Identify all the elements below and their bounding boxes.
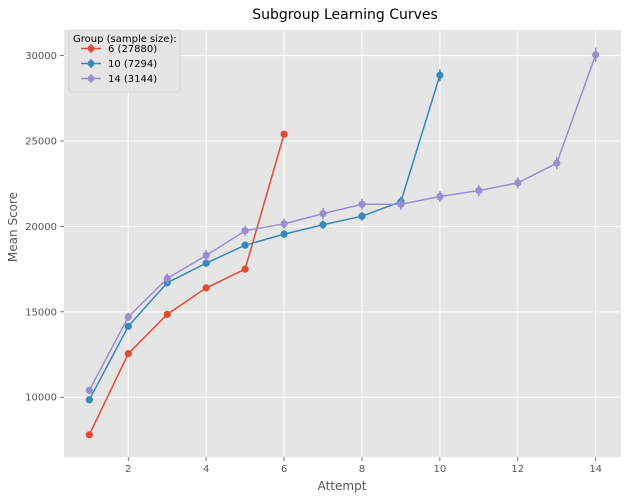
legend-label: 6 (27880) <box>108 44 157 55</box>
x-tick-label: 6 <box>281 464 287 475</box>
data-point <box>124 350 132 358</box>
data-point <box>202 259 210 267</box>
series-line <box>88 133 285 436</box>
legend-item-2: 14 (3144) <box>81 74 157 85</box>
y-tick-label: 10000 <box>25 393 57 404</box>
data-point <box>280 130 288 138</box>
legend-label: 14 (3144) <box>108 74 157 85</box>
legend-label: 10 (7294) <box>108 59 157 70</box>
series-line <box>88 54 597 391</box>
x-tick-label: 8 <box>359 464 365 475</box>
data-point <box>592 51 600 59</box>
legend-items: 6 (27880) 10 (7294) 14 (3144) <box>81 44 157 85</box>
y-axis-title: Mean Score <box>6 192 20 262</box>
y-tick-label: 25000 <box>25 137 57 148</box>
data-point <box>163 310 171 318</box>
series-line <box>88 75 441 401</box>
data-point <box>280 230 288 238</box>
series-1 <box>85 69 444 404</box>
data-point <box>514 179 522 187</box>
data-point <box>163 274 171 283</box>
data-point <box>397 200 405 208</box>
data-point <box>124 322 132 330</box>
y-tick-label: 30000 <box>25 51 57 62</box>
x-axis-title: Attempt <box>318 479 367 493</box>
plot-area <box>64 30 621 457</box>
series-layer <box>85 47 600 439</box>
data-point <box>241 241 249 249</box>
y-tick-label: 15000 <box>25 307 57 318</box>
data-point <box>358 212 366 220</box>
data-point <box>475 186 483 195</box>
data-point <box>319 221 327 229</box>
data-point <box>124 313 132 321</box>
x-tick-label: 12 <box>511 464 524 475</box>
data-point <box>241 265 249 273</box>
data-point <box>553 159 561 167</box>
legend-marker-swatch <box>87 60 95 67</box>
data-point <box>358 200 366 208</box>
tick-labels: 2 4 6 8 10 12 14 10000 15000 20000 25000 30000 <box>25 51 602 475</box>
data-point <box>85 431 93 439</box>
data-point <box>241 227 249 235</box>
data-point <box>319 210 327 218</box>
data-point <box>436 71 444 79</box>
legend-title: Group (sample size): <box>73 34 177 45</box>
y-tick-label: 20000 <box>25 222 57 233</box>
data-point <box>85 386 93 394</box>
data-point <box>280 220 288 228</box>
data-point <box>85 396 93 404</box>
x-tick-label: 14 <box>589 464 602 475</box>
legend-box <box>68 29 181 93</box>
x-tick-label: 2 <box>125 464 131 475</box>
chart-title: Subgroup Learning Curves <box>252 7 438 23</box>
series-0 <box>85 130 288 439</box>
data-point <box>436 192 444 201</box>
x-tick-label: 4 <box>203 464 209 475</box>
series-2 <box>85 47 600 395</box>
legend-item-1: 10 (7294) <box>81 59 157 70</box>
legend-marker-swatch <box>87 75 95 82</box>
legend-marker-swatch <box>87 45 95 52</box>
legend-item-0: 6 (27880) <box>81 44 157 55</box>
legend: Group (sample size): 6 (27880) 10 (7294) 1… <box>68 29 181 93</box>
data-point <box>202 284 210 292</box>
x-tick-label: 10 <box>434 464 447 475</box>
data-point <box>202 251 210 260</box>
